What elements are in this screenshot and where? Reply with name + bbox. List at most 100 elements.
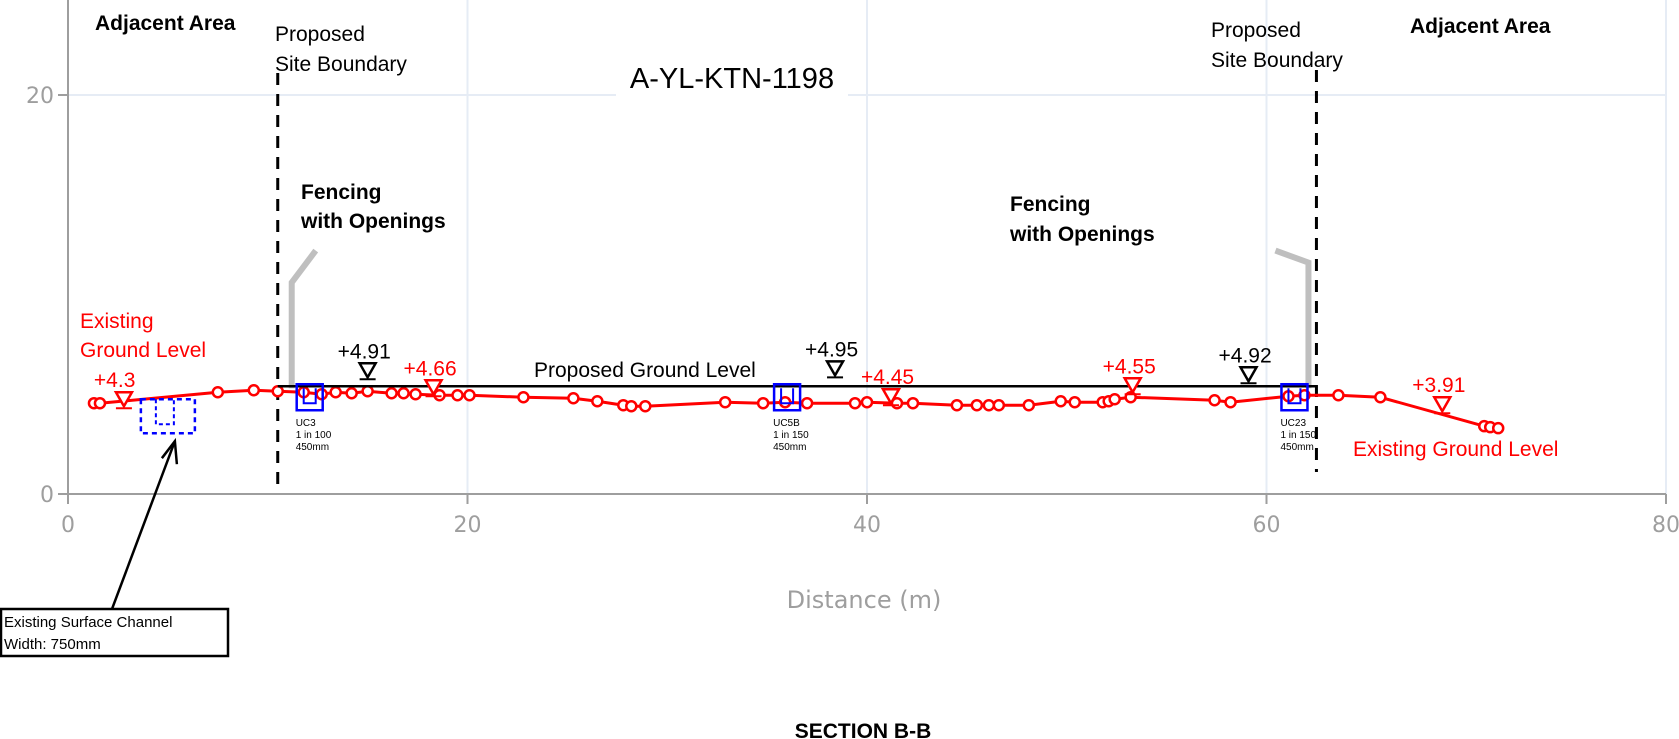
- existing-ground-point: [211, 386, 225, 399]
- culvert-id: UC23: [1280, 418, 1306, 429]
- surface-channel-callout-line2: Width: 750mm: [4, 636, 101, 653]
- proposed-level-label: +4.95: [805, 338, 858, 361]
- gridlines: [68, 0, 1667, 494]
- adjacent-area-right: Adjacent Area: [1410, 15, 1551, 38]
- boundary-label-left-line1: Proposed: [275, 23, 365, 46]
- existing-ground-point: [1054, 394, 1068, 408]
- existing-level-label: +4.3: [94, 369, 135, 392]
- existing-ground-point: [970, 398, 984, 412]
- level-markers: +4.3 +4.66 +4.45 +4.55 +3.91 +4.91 +4.95 +4.92: [94, 338, 1465, 415]
- existing-ground-label-left-line1: Existing: [80, 310, 154, 333]
- existing-ground-point: [1068, 395, 1081, 409]
- proposed-level-marker: [1238, 366, 1259, 384]
- surface-channel-box: [139, 397, 197, 435]
- existing-level-marker: [423, 379, 444, 397]
- title-background: [616, 54, 848, 100]
- existing-ground-label-left-line2: Ground Level: [80, 339, 206, 362]
- existing-ground-point: [433, 388, 446, 402]
- x-tick-label: 80: [1652, 513, 1679, 538]
- x-tick-label: 20: [454, 513, 482, 538]
- culvert-box: [295, 382, 324, 412]
- existing-level-marker: [880, 387, 902, 406]
- existing-ground-point: [271, 385, 284, 398]
- tick-labels: 0 20 40 60 80 0 20: [26, 84, 1679, 538]
- adjacent-area-left: Adjacent Area: [95, 12, 236, 35]
- surface-channel: [110, 397, 197, 610]
- existing-ground-point: [409, 388, 422, 401]
- surface-channel-arrowhead: [160, 437, 179, 465]
- existing-ground-point: [1332, 388, 1345, 402]
- culvert-size: 450mm: [773, 442, 806, 453]
- proposed-level-label: +4.92: [1219, 344, 1272, 367]
- existing-ground-point: [1022, 398, 1036, 412]
- existing-level-marker: [1432, 395, 1453, 414]
- existing-ground-point: [1374, 390, 1387, 404]
- x-tick-label: 60: [1253, 513, 1281, 538]
- culvert-gradient: 1 in 150: [1280, 430, 1316, 441]
- existing-ground-point: [93, 396, 107, 410]
- existing-ground-point: [848, 396, 862, 410]
- fence-post-right: [1274, 247, 1312, 389]
- chart-title: A-YL-KTN-1198: [630, 63, 834, 95]
- x-axis-label: Distance (m): [787, 586, 942, 614]
- culvert-pipe-icon: [1287, 388, 1302, 405]
- existing-ground-point: [718, 395, 732, 409]
- proposed-level-marker: [357, 362, 378, 380]
- culvert-box: [772, 382, 802, 412]
- culvert-id: UC3: [296, 418, 316, 429]
- existing-ground-point: [639, 399, 652, 413]
- y-tick-label: 0: [40, 483, 54, 508]
- culvert-pipe-icon: [302, 388, 317, 405]
- existing-ground-point: [463, 388, 476, 402]
- culvert-pipe-icon: [780, 388, 795, 405]
- surface-channel-section-icon: [154, 399, 175, 426]
- existing-level-marker: [1122, 377, 1143, 395]
- x-tick-label: 0: [61, 513, 75, 538]
- existing-ground-point: [567, 391, 580, 405]
- existing-level-label: +4.55: [1103, 355, 1156, 378]
- existing-ground-point: [1491, 421, 1505, 435]
- existing-ground-point: [982, 398, 996, 412]
- existing-ground-point: [517, 390, 530, 404]
- y-tick-label: 20: [26, 84, 54, 109]
- existing-level-label: +3.91: [1412, 374, 1465, 397]
- boundary-label-right-line2: Site Boundary: [1211, 49, 1343, 72]
- fencing-label-left-line2: with Openings: [300, 210, 446, 233]
- surface-channel-leader: [110, 440, 177, 610]
- culvert-size: 450mm: [1280, 442, 1313, 453]
- section-footer: SECTION B-B: [795, 720, 932, 739]
- existing-ground-label-right: Existing Ground Level: [1353, 438, 1558, 461]
- surface-channel-callout-box: [0, 607, 230, 658]
- existing-ground-point: [1108, 392, 1121, 406]
- existing-ground-point: [247, 384, 261, 397]
- fencing-label-right-line1: Fencing: [1010, 193, 1091, 216]
- existing-ground-point: [800, 396, 814, 410]
- axes: [58, 0, 1667, 504]
- existing-ground-point: [591, 394, 604, 408]
- culvert-box: [1280, 382, 1309, 412]
- boundary-label-left-line2: Site Boundary: [275, 53, 407, 76]
- culvert-gradient: 1 in 100: [296, 430, 332, 441]
- boundary-label-right-line1: Proposed: [1211, 19, 1301, 42]
- x-tick-label: 40: [853, 513, 881, 538]
- existing-level-label: +4.45: [861, 366, 914, 389]
- existing-ground-point: [1224, 395, 1237, 409]
- existing-level-marker: [113, 390, 135, 409]
- culvert-id: UC5B: [773, 418, 800, 429]
- existing-ground-point: [385, 387, 398, 400]
- proposed-level-label: +4.91: [338, 340, 391, 363]
- fencing-label-right-line2: with Openings: [1009, 223, 1155, 246]
- existing-ground-point: [625, 399, 638, 413]
- existing-ground-point: [361, 385, 374, 398]
- existing-ground-point: [1208, 393, 1221, 407]
- existing-ground-point: [992, 398, 1006, 412]
- fence-post-left: [288, 248, 319, 389]
- culvert-gradient: 1 in 150: [773, 430, 809, 441]
- existing-ground-point: [329, 386, 342, 399]
- existing-ground-point: [906, 396, 920, 410]
- series-layer: [87, 384, 1505, 435]
- existing-ground-point: [451, 388, 464, 402]
- fencing-label-left-line1: Fencing: [301, 181, 382, 204]
